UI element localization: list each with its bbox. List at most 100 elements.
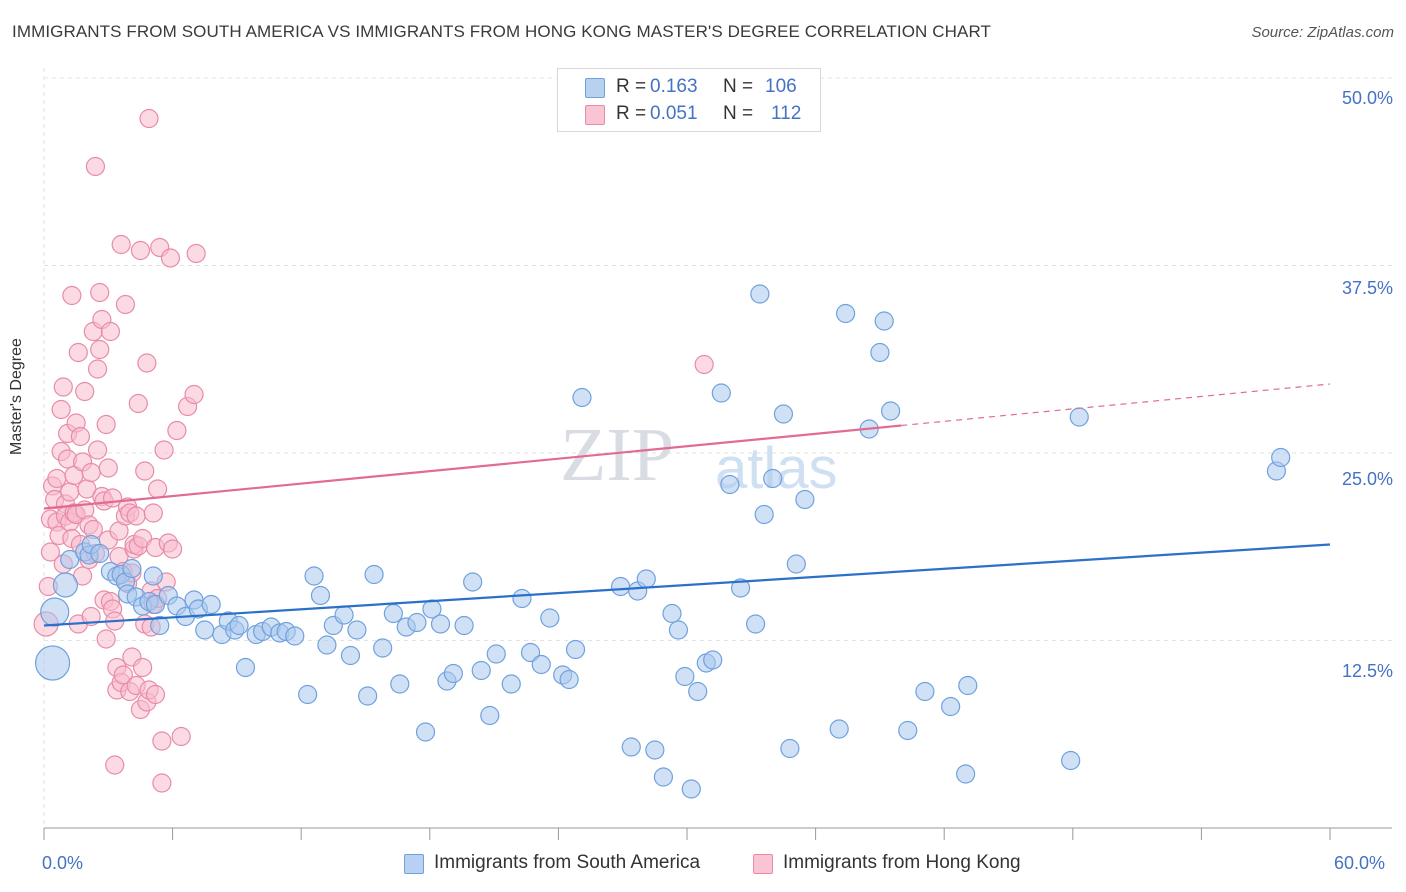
stats-swatch-pink	[585, 105, 605, 125]
point-hong-kong-91	[139, 108, 159, 129]
trend-line-south-america	[43, 543, 1331, 627]
point-hong-kong-27	[70, 426, 91, 447]
legend-label: Immigrants from Hong Kong	[783, 852, 1021, 873]
stats-r-label: R =	[616, 76, 647, 97]
y-axis-title: Master's Degree	[8, 338, 25, 455]
point-south-america-81	[681, 779, 701, 799]
point-hong-kong-53	[98, 458, 118, 478]
stats-row-south-america: R = 0.163 N = 106	[558, 73, 820, 101]
point-hong-kong-11	[53, 377, 73, 397]
point-hong-kong-36	[81, 462, 101, 483]
stats-n-label: N =	[723, 76, 754, 97]
point-south-america-39	[304, 566, 324, 586]
y-tick-label-25: 25.0%	[1341, 469, 1393, 489]
point-hong-kong-41	[85, 156, 106, 177]
point-south-america-86	[720, 474, 740, 495]
point-hong-kong-102	[152, 731, 172, 751]
point-hong-kong-95	[143, 503, 163, 523]
point-hong-kong-43	[87, 440, 108, 460]
trend-line-hong-kong-extrapolated	[901, 383, 1331, 427]
watermark-zip: ZIP	[560, 413, 674, 497]
point-south-america-41	[317, 635, 337, 655]
point-hong-kong-44	[90, 282, 110, 303]
point-south-america-103	[915, 681, 935, 702]
point-hong-kong-80	[128, 393, 148, 414]
point-south-america-64	[512, 588, 532, 609]
point-south-america-99	[870, 342, 890, 363]
point-hong-kong-17	[60, 482, 80, 502]
point-south-america-85	[711, 383, 731, 403]
point-south-america-2	[52, 572, 79, 598]
point-hong-kong-19	[62, 285, 82, 306]
point-south-america-92	[773, 404, 794, 424]
legend-swatch-pink	[753, 854, 773, 874]
point-south-america-3	[60, 549, 80, 570]
point-south-america-94	[786, 554, 806, 574]
point-hong-kong-106	[160, 248, 181, 268]
point-hong-kong-96	[145, 684, 166, 705]
point-south-america-43	[334, 605, 354, 625]
trend-lines	[43, 383, 1331, 627]
y-tick-label-37-5: 37.5%	[1341, 278, 1393, 298]
point-south-america-70	[565, 639, 586, 660]
point-south-america-37	[285, 626, 305, 646]
point-south-america-72	[610, 576, 631, 597]
series-hong-kong	[33, 108, 714, 793]
point-south-america-31	[235, 657, 256, 678]
point-south-america-95	[795, 489, 815, 510]
point-south-america-47	[364, 564, 384, 585]
point-south-america-77	[653, 767, 674, 787]
point-hong-kong-69	[115, 294, 136, 315]
point-south-america-78	[662, 603, 682, 624]
chart-title: IMMIGRANTS FROM SOUTH AMERICA VS IMMIGRA…	[12, 22, 991, 41]
point-south-america-93	[780, 738, 800, 759]
point-hong-kong-84	[132, 657, 153, 678]
point-hong-kong-86	[135, 461, 155, 481]
point-south-america-69	[559, 669, 579, 690]
point-south-america-61	[480, 705, 500, 726]
point-hong-kong-111	[184, 384, 204, 405]
point-south-america-0	[34, 645, 71, 681]
stats-n-label: N =	[723, 103, 754, 124]
point-south-america-62	[486, 644, 506, 664]
point-hong-kong-45	[90, 339, 110, 360]
point-hong-kong-31	[75, 381, 95, 402]
point-south-america-108	[1069, 407, 1089, 427]
point-south-america-104	[941, 696, 961, 717]
point-hong-kong-112	[186, 243, 206, 264]
point-hong-kong-108	[167, 420, 187, 441]
point-south-america-48	[373, 638, 393, 658]
point-south-america-65	[520, 642, 541, 663]
point-south-america-49	[383, 603, 403, 624]
point-south-america-79	[668, 620, 689, 640]
point-hong-kong-26	[68, 342, 88, 363]
point-south-america-38	[298, 684, 318, 705]
point-hong-kong-42	[87, 359, 108, 379]
point-south-america-82	[688, 681, 708, 702]
y-tick-label-12-5: 12.5%	[1341, 661, 1393, 681]
point-south-america-73	[621, 737, 641, 757]
point-south-america-102	[898, 720, 918, 741]
point-south-america-84	[703, 650, 723, 670]
point-south-america-63	[501, 674, 521, 694]
point-south-america-52	[407, 612, 427, 633]
series-south-america	[34, 284, 1291, 799]
point-south-america-75	[636, 569, 656, 589]
point-south-america-87	[730, 578, 751, 598]
point-hong-kong-79	[126, 506, 146, 526]
point-south-america-66	[531, 654, 551, 675]
point-hong-kong-55	[100, 321, 121, 342]
legend-label: Immigrants from South America	[434, 852, 701, 873]
point-south-america-76	[645, 740, 665, 760]
point-south-america-19	[150, 615, 170, 636]
point-south-america-90	[754, 504, 774, 525]
x-tick-label-min: 0.0%	[42, 853, 84, 873]
point-south-america-101	[881, 401, 901, 421]
point-hong-kong-2	[40, 542, 61, 562]
point-south-america-13	[122, 558, 142, 579]
point-hong-kong-82	[130, 240, 151, 261]
point-hong-kong-51	[96, 414, 116, 435]
point-south-america-53	[415, 722, 436, 742]
point-south-america-110	[1271, 447, 1291, 468]
